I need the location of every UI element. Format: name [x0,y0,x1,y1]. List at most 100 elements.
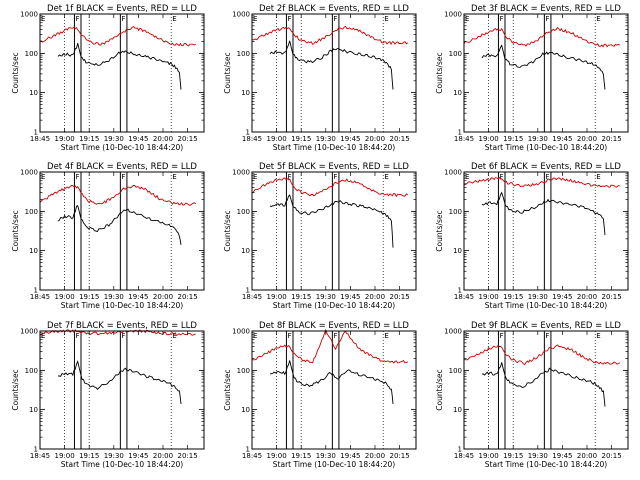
y-axis-label: Counts/sec [11,369,20,410]
x-tick-label: 19:45 [552,452,572,460]
y-tick-label: 1000 [20,328,38,336]
x-tick-label: 19:30 [104,452,124,460]
x-tick-label: 20:15 [390,293,410,301]
y-tick-label: 10 [453,247,462,255]
e-marker-label: E [253,173,257,181]
x-tick-label: 20:15 [390,452,410,460]
f-marker-label: F [545,15,549,23]
x-tick-label: 20:00 [365,135,385,143]
e-marker-label: E [465,173,469,181]
series-events [481,191,606,236]
x-tick-label: 20:15 [178,135,198,143]
e-marker-label: E [596,173,600,181]
x-tick-label: 20:00 [365,452,385,460]
y-axis-label: Counts/sec [435,369,444,410]
x-tick-label: 19:00 [267,135,287,143]
y-tick-label: 100 [237,208,250,216]
x-tick-label: 19:15 [79,293,99,301]
plot-frame [463,171,629,291]
y-tick-label: 1000 [232,169,250,177]
x-tick-label: 19:15 [79,135,99,143]
panel-title: Det 8f BLACK = Events, RED = LLD [259,321,409,331]
y-tick-label: 1 [246,287,250,295]
x-axis-label: Start Time (10-Dec-10 18:44:20) [485,143,607,152]
y-tick-label: 100 [237,367,250,375]
y-tick-label: 1000 [444,169,462,177]
x-tick-label: 20:15 [602,293,622,301]
f-marker-label: F [545,173,549,181]
x-tick-label: 19:45 [552,135,572,143]
y-tick-label: 1000 [444,328,462,336]
x-tick-label: 20:15 [178,452,198,460]
y-tick-label: 100 [449,50,462,58]
y-tick-label: 1 [458,129,462,137]
x-tick-label: 18:45 [242,135,262,143]
x-tick-label: 19:00 [267,293,287,301]
series-events [57,205,182,245]
e-marker-label: E [172,332,176,340]
x-tick-label: 19:00 [479,452,499,460]
x-tick-label: 19:15 [503,293,523,301]
panel-title: Det 2f BLACK = Events, RED = LLD [259,4,409,14]
y-tick-label: 100 [25,208,38,216]
x-tick-label: 19:30 [528,293,548,301]
f-marker-label: F [545,332,549,340]
series-lld [463,344,621,366]
y-tick-label: 1000 [20,11,38,19]
y-tick-label: 1 [246,129,250,137]
series-events [481,44,606,90]
e-marker-label: E [596,332,600,340]
series-lld [40,26,196,47]
x-tick-label: 20:00 [153,293,173,301]
f-marker-label: F [333,173,337,181]
x-tick-label: 20:00 [577,135,597,143]
f-marker-label: F [333,332,337,340]
x-tick-label: 19:45 [340,452,360,460]
x-tick-label: 19:15 [503,135,523,143]
y-tick-label: 10 [29,247,38,255]
y-axis-label: Counts/sec [223,369,232,410]
y-tick-label: 100 [25,367,38,375]
e-marker-label: E [465,332,469,340]
y-tick-label: 1 [34,446,38,454]
x-tick-label: 18:45 [30,452,50,460]
x-axis-label: Start Time (10-Dec-10 18:44:20) [273,143,395,152]
f-marker-label: F [287,332,291,340]
plot-frame [39,171,205,291]
x-tick-label: 19:30 [528,452,548,460]
f-marker-label: F [121,15,125,23]
x-tick-label: 19:30 [104,135,124,143]
plot-frame [463,330,629,450]
x-tick-label: 19:45 [340,135,360,143]
x-tick-label: 19:30 [104,293,124,301]
y-axis-label: Counts/sec [223,210,232,251]
x-axis-label: Start Time (10-Dec-10 18:44:20) [273,460,395,469]
x-tick-label: 19:00 [479,293,499,301]
y-tick-label: 100 [449,208,462,216]
e-marker-label: E [253,332,257,340]
x-axis-label: Start Time (10-Dec-10 18:44:20) [61,301,183,310]
x-tick-label: 20:00 [153,452,173,460]
e-marker-label: E [41,15,45,23]
x-tick-label: 19:45 [128,293,148,301]
y-tick-label: 100 [449,367,462,375]
x-tick-label: 20:15 [602,135,622,143]
x-axis-label: Start Time (10-Dec-10 18:44:20) [61,460,183,469]
x-axis-label: Start Time (10-Dec-10 18:44:20) [485,301,607,310]
x-tick-label: 19:00 [55,293,75,301]
x-tick-label: 19:00 [267,452,287,460]
y-axis-label: Counts/sec [11,210,20,251]
y-tick-label: 100 [237,50,250,58]
y-tick-label: 10 [241,89,250,97]
f-marker-label: F [333,15,337,23]
x-tick-label: 19:15 [291,452,311,460]
e-marker-label: E [172,15,176,23]
y-tick-label: 1000 [20,169,38,177]
plot-frame [463,13,629,133]
y-tick-label: 1000 [444,11,462,19]
